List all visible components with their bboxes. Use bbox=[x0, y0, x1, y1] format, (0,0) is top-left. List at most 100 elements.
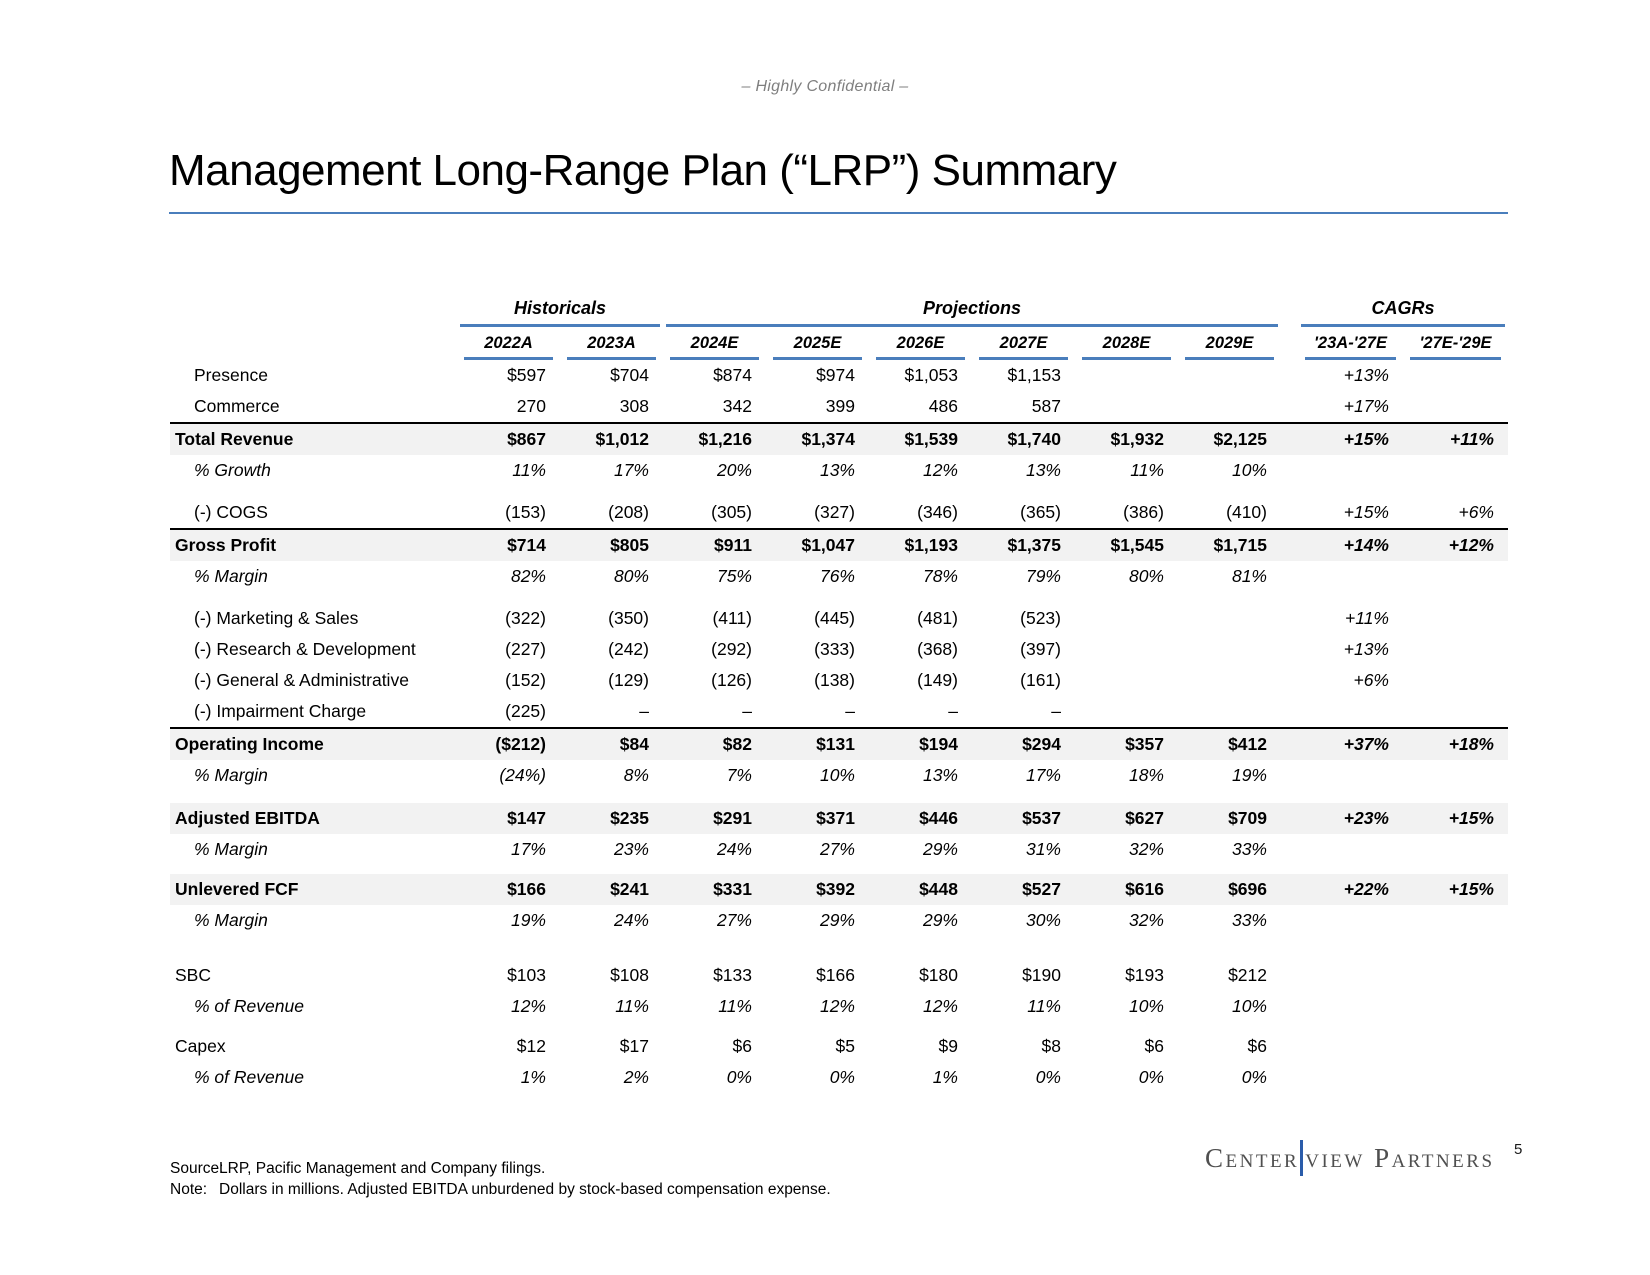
value-cell: (305) bbox=[711, 502, 752, 522]
cagr-cell: +11% bbox=[1345, 608, 1389, 628]
table-row: (-) General & Administrative (152) (129) (1… bbox=[170, 665, 1508, 696]
value-cell: (24%) bbox=[499, 765, 546, 785]
value-cell: – bbox=[845, 701, 855, 721]
value-cell: 0% bbox=[829, 1067, 855, 1087]
value-cell: 17% bbox=[510, 839, 546, 859]
table-row: Unlevered FCF $166 $241 $331 $392 $448 $527 $61… bbox=[170, 874, 1508, 905]
row-spacer bbox=[170, 1022, 1508, 1031]
row-spacer bbox=[170, 865, 1508, 874]
title-underline bbox=[169, 212, 1508, 214]
table-row: (-) COGS (153) (208) (305) (327) (346) (365) (3… bbox=[170, 497, 1508, 528]
value-cell: 78% bbox=[922, 566, 958, 586]
value-cell: 17% bbox=[1025, 765, 1061, 785]
value-cell: $190 bbox=[1022, 965, 1061, 985]
value-cell: 12% bbox=[922, 460, 958, 480]
value-cell: 10% bbox=[1231, 996, 1267, 1016]
value-cell: $82 bbox=[722, 734, 752, 754]
value-cell: 12% bbox=[922, 996, 958, 1016]
value-cell: $597 bbox=[507, 365, 546, 385]
value-cell: $911 bbox=[714, 535, 752, 555]
value-cell: $133 bbox=[713, 965, 752, 985]
row-label: Presence bbox=[194, 365, 268, 385]
lrp-summary-table: Historicals Projections CAGRs 2022A 2023A 202… bbox=[170, 295, 1508, 1093]
source-text: LRP, Pacific Management and Company fili… bbox=[219, 1160, 546, 1177]
value-cell: $131 bbox=[816, 734, 855, 754]
value-cell: 11% bbox=[1027, 996, 1061, 1016]
value-cell: 12% bbox=[510, 996, 546, 1016]
value-cell: – bbox=[1051, 701, 1061, 721]
row-label: Adjusted EBITDA bbox=[175, 808, 320, 828]
value-cell: $103 bbox=[507, 965, 546, 985]
value-cell: 7% bbox=[726, 765, 752, 785]
value-cell: 23% bbox=[613, 839, 649, 859]
value-cell: 270 bbox=[516, 396, 546, 416]
value-cell: (333) bbox=[814, 639, 855, 659]
value-cell: $874 bbox=[713, 365, 752, 385]
value-cell: (322) bbox=[505, 608, 546, 628]
column-header: 2028E bbox=[1082, 334, 1171, 360]
value-cell: 18% bbox=[1128, 765, 1164, 785]
value-cell: (138) bbox=[814, 670, 855, 690]
value-cell: $627 bbox=[1125, 808, 1164, 828]
value-cell: 80% bbox=[613, 566, 649, 586]
value-cell: $166 bbox=[507, 879, 546, 899]
row-spacer bbox=[170, 486, 1508, 497]
value-cell: 19% bbox=[1231, 765, 1267, 785]
value-cell: $331 bbox=[713, 879, 752, 899]
column-header: 2027E bbox=[979, 334, 1068, 360]
table-row: % Margin (24%) 8% 7% 10% 13% 17% 18% 19% bbox=[170, 760, 1508, 791]
cagr-cell: +6% bbox=[1458, 502, 1494, 522]
value-cell: (126) bbox=[711, 670, 752, 690]
value-cell: 342 bbox=[722, 396, 752, 416]
value-cell: (208) bbox=[608, 502, 649, 522]
value-cell: 32% bbox=[1128, 910, 1164, 930]
value-cell: $1,053 bbox=[904, 365, 958, 385]
cagr-cell: +13% bbox=[1343, 365, 1389, 385]
value-cell: 1% bbox=[520, 1067, 546, 1087]
column-group-label: CAGRs bbox=[1301, 298, 1505, 327]
table-row: Commerce 270 308 342 399 486 587 +17% bbox=[170, 391, 1508, 422]
value-cell: (365) bbox=[1020, 502, 1061, 522]
row-label: (-) COGS bbox=[194, 502, 268, 522]
value-cell: $446 bbox=[919, 808, 958, 828]
value-cell: $17 bbox=[619, 1036, 649, 1056]
value-cell: 0% bbox=[1035, 1067, 1061, 1087]
row-label: (-) General & Administrative bbox=[194, 670, 409, 690]
value-cell: $1,545 bbox=[1110, 535, 1164, 555]
value-cell: $1,715 bbox=[1213, 535, 1267, 555]
value-cell: $212 bbox=[1228, 965, 1267, 985]
value-cell: 1% bbox=[932, 1067, 958, 1087]
value-cell: $714 bbox=[507, 535, 546, 555]
table-row: Capex $12 $17 $6 $5 $9 $8 $6 $6 bbox=[170, 1031, 1508, 1062]
table-row: Presence $597 $704 $874 $974 $1,053 $1,153 +13% bbox=[170, 360, 1508, 391]
value-cell: 20% bbox=[716, 460, 752, 480]
value-cell: $5 bbox=[835, 1036, 855, 1056]
value-cell: 27% bbox=[716, 910, 752, 930]
value-cell: 308 bbox=[619, 396, 649, 416]
logo-blue-bar-icon bbox=[1300, 1140, 1304, 1176]
row-label: (-) Research & Development bbox=[194, 639, 416, 659]
value-cell: 29% bbox=[819, 910, 855, 930]
value-cell: $84 bbox=[619, 734, 649, 754]
value-cell: 81% bbox=[1231, 566, 1267, 586]
value-cell: 29% bbox=[922, 910, 958, 930]
value-cell: $974 bbox=[816, 365, 855, 385]
table-row: Total Revenue $867 $1,012 $1,216 $1,374 $1,53… bbox=[170, 422, 1508, 455]
value-cell: $867 bbox=[507, 429, 546, 449]
cagr-cell: +15% bbox=[1343, 502, 1389, 522]
table-row: % Growth 11% 17% 20% 13% 12% 13% 11% 10% bbox=[170, 455, 1508, 486]
value-cell: 0% bbox=[1241, 1067, 1267, 1087]
value-cell: 13% bbox=[922, 765, 958, 785]
cagr-cell: +23% bbox=[1343, 808, 1389, 828]
row-label: Total Revenue bbox=[175, 429, 294, 449]
cagr-cell: +6% bbox=[1353, 670, 1389, 690]
value-cell: 399 bbox=[825, 396, 855, 416]
table-row: % of Revenue 12% 11% 11% 12% 12% 11% 10% 10% bbox=[170, 991, 1508, 1022]
value-cell: (346) bbox=[917, 502, 958, 522]
value-cell: $537 bbox=[1022, 808, 1061, 828]
value-cell: $9 bbox=[938, 1036, 958, 1056]
value-cell: 33% bbox=[1231, 839, 1267, 859]
column-header: '27E-'29E bbox=[1410, 334, 1501, 360]
value-cell: $1,374 bbox=[801, 429, 855, 449]
value-cell: 2% bbox=[623, 1067, 649, 1087]
